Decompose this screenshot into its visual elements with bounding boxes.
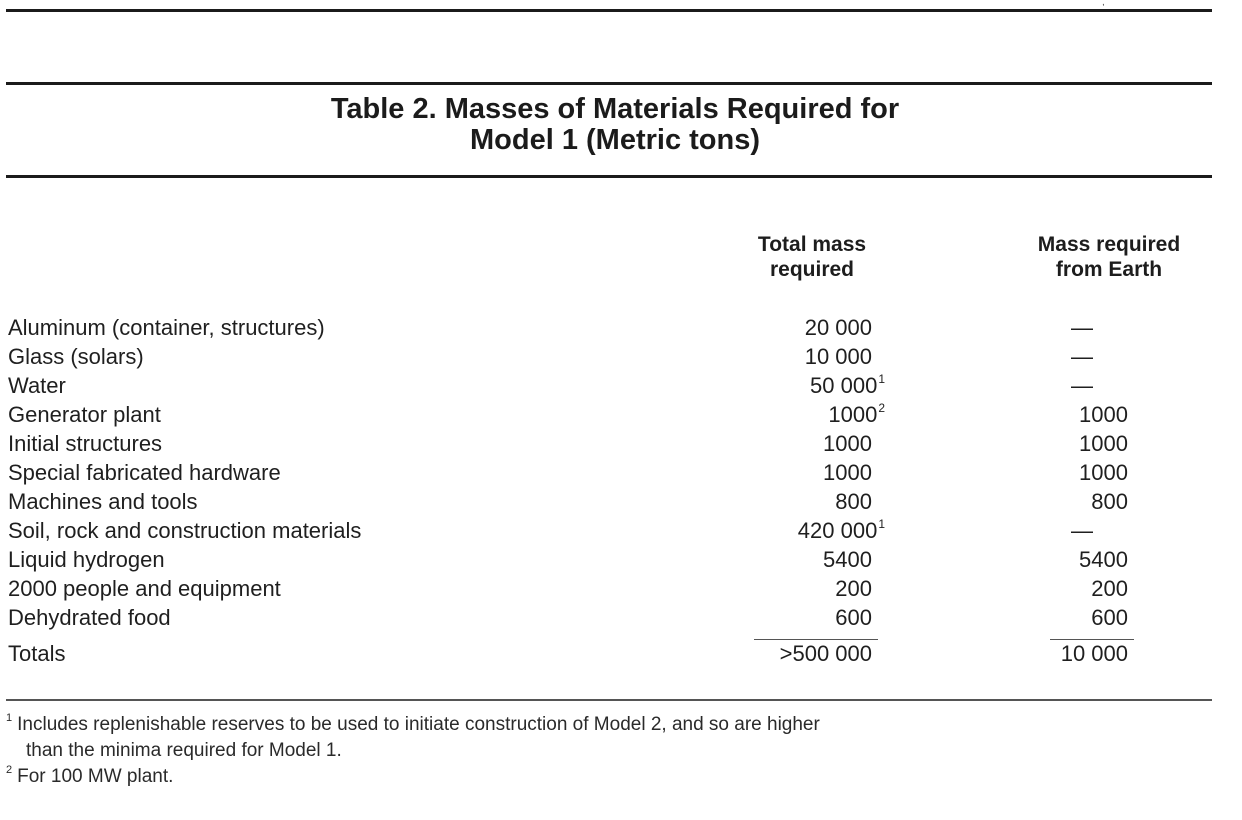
row-total-mass-value: 800 — [835, 489, 872, 514]
row-mass-from-earth: 1000 — [1079, 431, 1128, 456]
table-row: Liquid hydrogen 5400 5400 — [8, 545, 1228, 574]
row-mass-from-earth: 800 — [1091, 489, 1128, 514]
footnote-rule — [6, 699, 1212, 701]
row-total-mass-value: 420 000 — [797, 518, 878, 543]
footnote-mark: 2 — [6, 763, 13, 776]
row-mass-from-earth: 1000 — [1079, 402, 1128, 427]
row-total-mass: 600 — [708, 603, 885, 632]
totals-total-mass-value: >500 000 — [779, 641, 872, 666]
row-label: Water — [8, 373, 66, 398]
row-total-mass: 200 — [708, 574, 885, 603]
table-row: Machines and tools 800 800 — [8, 487, 1228, 516]
footnote-ref: 1 — [878, 371, 885, 386]
table-row: Special fabricated hardware 1000 1000 — [8, 458, 1228, 487]
row-mass-from-earth: 1000 — [1079, 460, 1128, 485]
totals-label: Totals — [8, 641, 66, 666]
table-row: Initial structures 1000 1000 — [8, 429, 1228, 458]
top-rule — [6, 9, 1212, 12]
row-label: Liquid hydrogen — [8, 547, 165, 572]
table-title-line-1: Table 2. Masses of Materials Required fo… — [330, 93, 900, 125]
column-header-earth-line-2: from Earth — [1055, 258, 1163, 281]
row-mass-from-earth: — — [1071, 315, 1093, 340]
row-mass-from-earth: 200 — [1091, 576, 1128, 601]
row-total-mass: 5400 — [708, 545, 885, 574]
row-label: Machines and tools — [8, 489, 198, 514]
row-label: 2000 people and equipment — [8, 576, 281, 601]
footnote-continuation: than the minima required for Model 1. — [26, 740, 342, 761]
row-mass-from-earth: 5400 — [1079, 547, 1128, 572]
row-total-mass: 420 0001 — [708, 516, 885, 545]
table-row: Dehydrated food 600 600 — [8, 603, 1228, 632]
footnote-mark: 1 — [6, 711, 13, 724]
row-label: Initial structures — [8, 431, 163, 456]
row-label: Aluminum (container, structures) — [8, 315, 325, 340]
row-total-mass: 1000 — [708, 429, 885, 458]
footnote: 1 Includes replenishable reserves to be u… — [6, 712, 1236, 738]
row-total-mass-value: 50 000 — [810, 373, 878, 398]
footnotes: 1 Includes replenishable reserves to be u… — [6, 712, 1236, 790]
row-mass-from-earth: — — [1071, 344, 1093, 369]
table-row: Soil, rock and construction materials 420… — [8, 516, 1228, 545]
sum-rule-total — [754, 639, 878, 640]
row-mass-from-earth: 600 — [1091, 605, 1128, 630]
row-total-mass-value: 1000 — [823, 431, 872, 456]
table-row: 2000 people and equipment 200 200 — [8, 574, 1228, 603]
column-header-mass-from-earth: Mass required from Earth — [993, 232, 1225, 282]
row-total-mass: 10 000 — [708, 342, 885, 371]
title-bottom-rule — [6, 175, 1212, 178]
table-row: Aluminum (container, structures) 20 000 — — [8, 313, 1228, 342]
row-total-mass-value: 20 000 — [804, 315, 872, 340]
footnote-text: Includes replenishable reserves to be us… — [17, 714, 820, 735]
row-total-mass-value: 200 — [835, 576, 872, 601]
table-row: Water 50 0001 — — [8, 371, 1228, 400]
totals-mass-from-earth: 10 000 — [1060, 641, 1128, 666]
row-total-mass-value: 10 000 — [804, 344, 872, 369]
row-total-mass: 1000 — [708, 458, 885, 487]
column-header-total-line-2: required — [769, 258, 855, 281]
column-header-earth-line-1: Mass required — [1037, 233, 1181, 256]
row-total-mass: 20 000 — [708, 313, 885, 342]
totals-total-mass: >500 000 — [708, 639, 885, 668]
table-row: Glass (solars) 10 000 — — [8, 342, 1228, 371]
row-mass-from-earth: — — [1071, 373, 1093, 398]
row-total-mass-value: 1000 — [823, 460, 872, 485]
row-total-mass-value: 1000 — [828, 402, 878, 427]
footnote: 2 For 100 MW plant. — [6, 764, 1236, 790]
footnote-ref: 2 — [878, 400, 885, 415]
title-top-rule — [6, 82, 1212, 85]
table-title-line-2: Model 1 (Metric tons) — [469, 124, 760, 156]
row-label: Glass (solars) — [8, 344, 144, 369]
row-total-mass: 50 0001 — [708, 371, 885, 400]
footnote-ref: 1 — [878, 516, 885, 531]
page-edge-fragment: , — [1102, 0, 1105, 6]
row-total-mass: 800 — [708, 487, 885, 516]
row-label: Dehydrated food — [8, 605, 171, 630]
row-mass-from-earth: — — [1071, 518, 1093, 543]
table-title: Table 2. Masses of Materials Required fo… — [0, 94, 1230, 156]
column-header-total-line-1: Total mass — [757, 233, 867, 256]
row-total-mass-value: 600 — [835, 605, 872, 630]
row-total-mass: 10002 — [708, 400, 885, 429]
row-label: Soil, rock and construction materials — [8, 518, 362, 543]
footnote-text: For 100 MW plant. — [17, 766, 174, 787]
table-body: Aluminum (container, structures) 20 000— G… — [8, 313, 1228, 668]
row-label: Special fabricated hardware — [8, 460, 281, 485]
sum-rule-earth — [1050, 639, 1134, 640]
table-row: Generator plant 10002 1000 — [8, 400, 1228, 429]
totals-row: Totals >500 000 10 000 — [8, 639, 1228, 668]
row-total-mass-value: 5400 — [823, 547, 872, 572]
row-label: Generator plant — [8, 402, 161, 427]
column-header-total-mass: Total mass required — [722, 232, 902, 282]
